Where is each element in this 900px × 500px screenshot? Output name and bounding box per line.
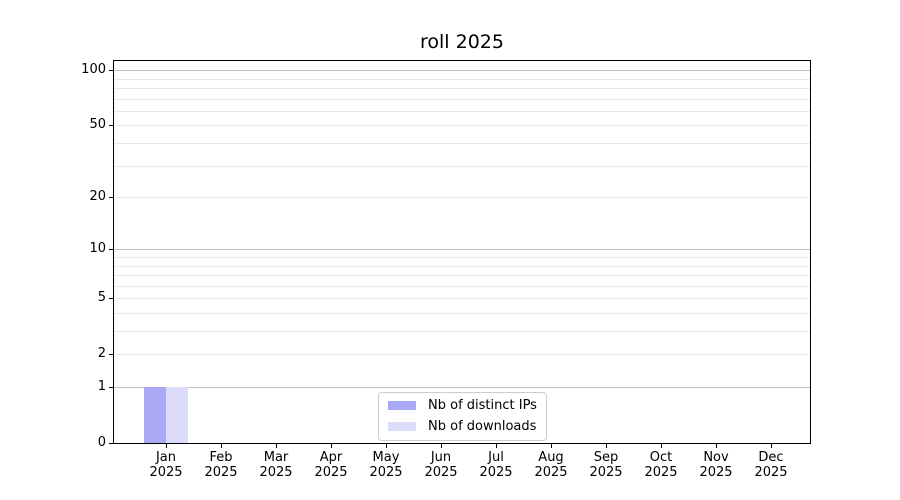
legend: Nb of distinct IPs Nb of downloads bbox=[378, 392, 547, 441]
bar-nb-of-distinct-ips bbox=[144, 387, 166, 443]
gridline-y-5 bbox=[114, 298, 810, 300]
x-tick-label: Oct 2025 bbox=[644, 450, 678, 480]
y-tick-label: 5 bbox=[97, 290, 106, 306]
y-tick-mark bbox=[109, 354, 113, 356]
x-tick-mark bbox=[551, 443, 552, 448]
x-tick-label: Jan 2025 bbox=[149, 450, 183, 480]
y-tick-mark bbox=[109, 125, 113, 127]
legend-label: Nb of downloads bbox=[428, 419, 537, 434]
y-tick-label: 10 bbox=[89, 241, 106, 257]
legend-swatch bbox=[388, 422, 416, 431]
x-tick-label: Feb 2025 bbox=[204, 450, 238, 480]
x-tick-mark bbox=[166, 443, 167, 448]
gridline-y-4 bbox=[114, 312, 810, 314]
y-tick-mark bbox=[109, 298, 113, 300]
y-tick-mark bbox=[109, 197, 113, 198]
gridline-y-9 bbox=[114, 256, 810, 258]
x-tick-label: Aug 2025 bbox=[534, 450, 568, 480]
x-tick-label: Mar 2025 bbox=[259, 450, 293, 480]
y-tick-mark bbox=[109, 387, 113, 388]
legend-item: Nb of downloads bbox=[388, 416, 537, 437]
x-tick-mark bbox=[496, 443, 497, 448]
x-tick-mark bbox=[606, 443, 607, 448]
gridline-y-20 bbox=[114, 197, 810, 198]
legend-label: Nb of distinct IPs bbox=[428, 398, 537, 413]
x-tick-label: Jun 2025 bbox=[424, 450, 458, 480]
gridline-y-70 bbox=[114, 98, 810, 100]
x-tick-mark bbox=[386, 443, 387, 448]
x-tick-mark bbox=[276, 443, 277, 448]
x-tick-mark bbox=[716, 443, 717, 448]
y-tick-label: 2 bbox=[97, 346, 106, 362]
gridline-y-1 bbox=[114, 387, 810, 388]
x-tick-label: May 2025 bbox=[369, 450, 403, 480]
gridline-y-40 bbox=[114, 142, 810, 144]
gridline-y-10 bbox=[114, 249, 810, 251]
gridline-y-50 bbox=[114, 125, 810, 127]
x-tick-mark bbox=[661, 443, 662, 448]
y-tick-label: 0 bbox=[97, 435, 106, 450]
x-tick-mark bbox=[331, 443, 332, 448]
legend-item: Nb of distinct IPs bbox=[388, 395, 537, 416]
gridline-y-100 bbox=[114, 70, 810, 72]
gridline-y-3 bbox=[114, 331, 810, 332]
y-tick-label: 100 bbox=[81, 62, 106, 78]
gridline-y-8 bbox=[114, 265, 810, 267]
gridline-y-90 bbox=[114, 78, 810, 80]
x-tick-label: Dec 2025 bbox=[754, 450, 788, 480]
x-tick-mark bbox=[771, 443, 772, 448]
legend-swatch bbox=[388, 401, 416, 410]
y-tick-label: 50 bbox=[89, 117, 106, 133]
y-tick-label: 20 bbox=[89, 189, 106, 204]
gridline-y-60 bbox=[114, 110, 810, 112]
gridline-y-2 bbox=[114, 354, 810, 356]
gridline-y-30 bbox=[114, 165, 810, 167]
y-tick-mark bbox=[109, 249, 113, 251]
gridline-y-80 bbox=[114, 87, 810, 89]
y-tick-label: 1 bbox=[97, 379, 106, 394]
y-tick-mark bbox=[109, 70, 113, 72]
x-tick-mark bbox=[441, 443, 442, 448]
chart-title: roll 2025 bbox=[420, 31, 504, 53]
x-tick-mark bbox=[221, 443, 222, 448]
x-tick-label: Jul 2025 bbox=[479, 450, 513, 480]
x-tick-label: Apr 2025 bbox=[314, 450, 348, 480]
gridline-y-6 bbox=[114, 285, 810, 287]
plot-area: Nb of distinct IPs Nb of downloads 0 1 2 5 10… bbox=[81, 60, 811, 480]
x-tick-label: Sep 2025 bbox=[589, 450, 623, 480]
y-tick-mark bbox=[109, 443, 113, 444]
gridline-y-7 bbox=[114, 275, 810, 276]
bar-nb-of-downloads bbox=[166, 387, 188, 443]
x-tick-label: Nov 2025 bbox=[699, 450, 733, 480]
